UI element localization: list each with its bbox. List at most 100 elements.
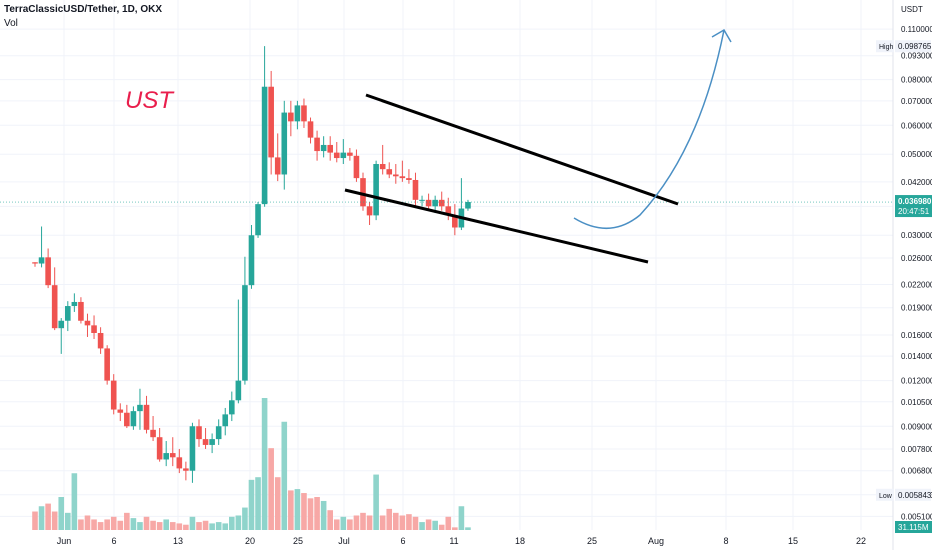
candle-body <box>78 301 84 321</box>
volume-bar <box>32 511 38 530</box>
volume-bar <box>65 512 71 530</box>
volume-bar <box>189 516 196 530</box>
candle-body <box>110 380 117 410</box>
candle-body <box>189 426 196 471</box>
price-tick-label: 0.042000 <box>901 178 932 187</box>
price-tick-label: 0.022000 <box>901 280 932 289</box>
volume-bars <box>32 398 471 530</box>
drawings <box>0 28 893 264</box>
volume-bar <box>452 527 458 530</box>
volume-bar <box>196 522 202 530</box>
candle-body <box>406 178 412 180</box>
volume-bar <box>71 473 78 530</box>
time-tick-label: 11 <box>449 536 458 546</box>
volume-value-bg <box>895 521 932 533</box>
low-label: Low <box>879 493 893 500</box>
candle-body <box>248 235 255 286</box>
candle-body <box>307 121 314 138</box>
time-tick-label: 6 <box>400 536 405 546</box>
candle-body <box>399 176 406 179</box>
candle-body <box>294 105 301 122</box>
candle-body <box>215 426 222 440</box>
projection-arrowhead <box>711 28 732 43</box>
price-tick-label: 0.006800 <box>901 467 932 476</box>
volume-bar <box>406 514 412 530</box>
volume-bar <box>110 516 117 530</box>
candle-body <box>268 86 274 158</box>
time-axis: Jun 6 13 20 25 Jul 6 11 18 25 Aug 8 15 22 <box>57 536 866 546</box>
time-tick-label: 25 <box>293 536 303 546</box>
candle-body <box>432 199 438 207</box>
candle-body <box>353 155 360 179</box>
countdown-value: 20:47:51 <box>898 207 930 216</box>
candle-body <box>465 201 471 209</box>
candle-body <box>137 404 143 412</box>
volume-bar <box>366 515 373 530</box>
candle-body <box>196 426 202 440</box>
volume-bar <box>183 524 189 530</box>
volume-bar <box>465 527 471 530</box>
candle-body <box>320 144 327 152</box>
volume-bar <box>137 522 143 530</box>
candle-body <box>360 178 366 207</box>
candle-body <box>51 285 58 329</box>
candle-body <box>84 320 91 326</box>
volume-bar <box>255 477 261 530</box>
volume-bar <box>150 520 156 530</box>
candle-body <box>393 174 399 177</box>
volume-bar <box>333 519 340 530</box>
volume-bar <box>58 497 65 530</box>
time-tick-label: Aug <box>648 536 664 546</box>
candle-body <box>419 199 425 201</box>
volume-bar <box>419 522 425 530</box>
volume-bar <box>360 512 366 530</box>
candle-body <box>32 262 38 264</box>
lower-trendline <box>344 188 649 264</box>
volume-bar <box>229 516 235 530</box>
volume-bar <box>314 497 320 530</box>
price-tick-label: 0.080000 <box>901 76 932 85</box>
volume-value: 31.115M <box>898 523 929 532</box>
price-tick-label: 0.060000 <box>901 121 932 130</box>
high-label: High <box>879 44 894 51</box>
volume-bar <box>209 523 215 530</box>
candle-body <box>209 439 215 445</box>
ust-annotation: UST <box>125 87 175 114</box>
candle-body <box>229 400 235 415</box>
volume-bar <box>268 448 274 530</box>
volume-bar <box>347 519 353 530</box>
volume-bar <box>425 519 432 530</box>
low-label-bg <box>876 488 894 501</box>
volume-bar <box>320 500 327 530</box>
candle-body <box>58 320 65 329</box>
candle-body <box>425 199 432 207</box>
candle-body <box>183 468 189 471</box>
candle-body <box>97 333 104 349</box>
volume-bar <box>97 522 104 530</box>
candle-body <box>124 412 130 427</box>
candle-body <box>314 137 320 152</box>
volume-bar <box>294 489 301 530</box>
volume-bar <box>379 515 386 530</box>
candle-body <box>452 215 458 228</box>
time-tick-label: 6 <box>111 536 116 546</box>
price-tick-label: 0.050000 <box>901 150 932 159</box>
time-tick-label: 18 <box>515 536 525 546</box>
candle-body <box>288 112 294 122</box>
volume-bar <box>91 519 97 530</box>
price-axis: 0.110000 0.093000 0.080000 0.070000 0.060000… <box>876 0 932 550</box>
volume-bar <box>143 516 150 530</box>
volume-bar <box>242 507 248 530</box>
time-tick-label: 13 <box>173 536 183 546</box>
candle-body <box>386 169 393 175</box>
candle-body <box>281 112 288 175</box>
volume-bar <box>373 474 379 530</box>
volume-bar <box>169 522 176 530</box>
candle-body <box>373 164 379 216</box>
volume-bar <box>124 512 130 530</box>
volume-bar <box>393 512 399 530</box>
chart-title: TerraClassicUSD/Tether, 1D, OKX <box>4 4 163 15</box>
price-tick-label: 0.019000 <box>901 304 932 313</box>
